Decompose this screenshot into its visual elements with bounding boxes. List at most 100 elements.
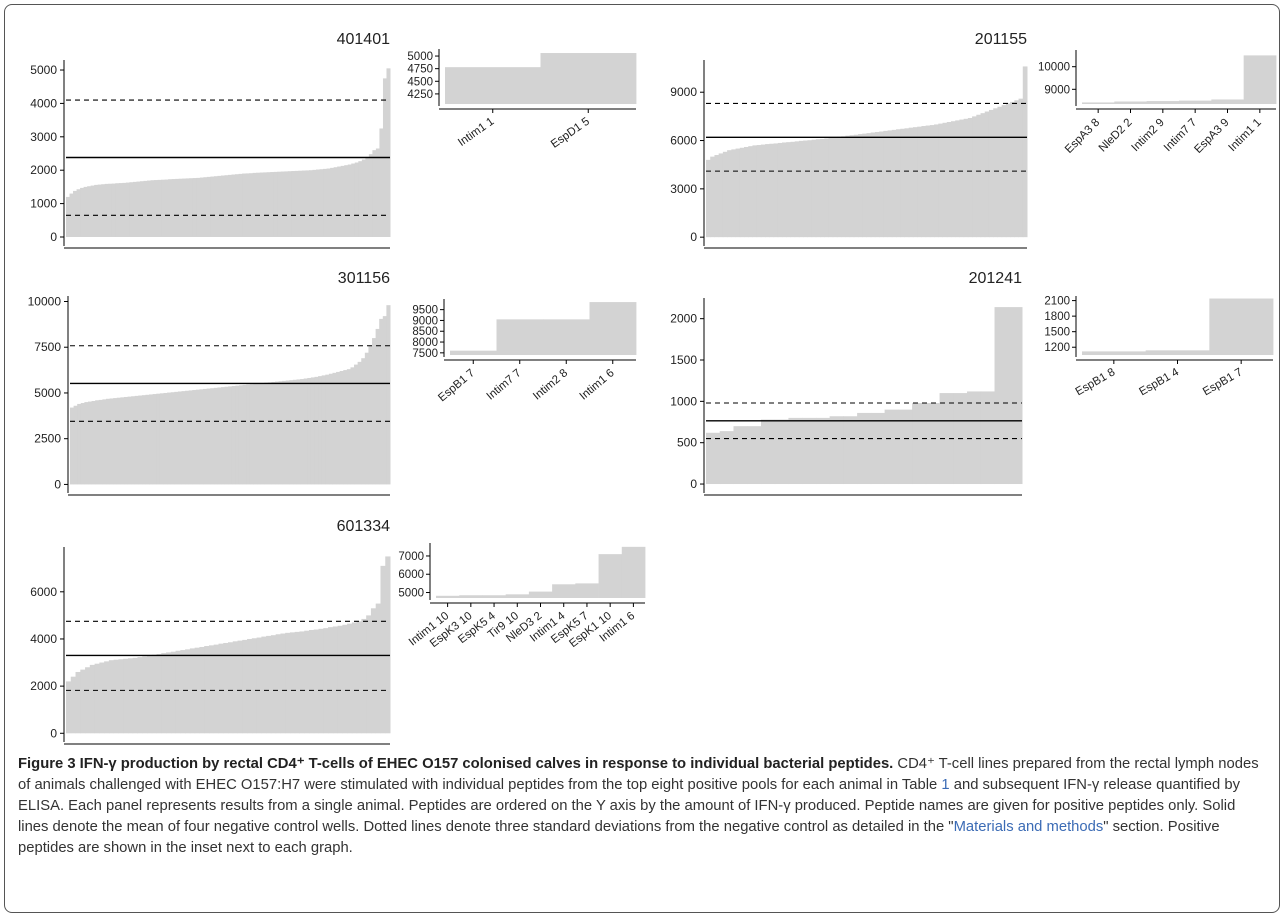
bar	[904, 128, 910, 238]
bar	[788, 417, 803, 485]
bar	[170, 651, 177, 734]
bar	[102, 399, 107, 485]
inset-x-tick-label: EspB1 7	[436, 367, 477, 404]
inset-bar	[1211, 99, 1245, 104]
bar	[718, 153, 724, 238]
bar	[70, 676, 77, 734]
bar	[310, 377, 315, 485]
y-tick-label: 2000	[30, 163, 57, 177]
bar	[870, 132, 876, 238]
bar	[1018, 98, 1024, 238]
bar	[147, 180, 152, 237]
bar	[340, 165, 345, 237]
bar	[305, 170, 310, 237]
bar	[73, 405, 78, 485]
bar	[246, 384, 251, 485]
bar	[185, 649, 191, 734]
bar	[194, 647, 200, 734]
bar	[134, 395, 139, 485]
figure-caption: Figure 3 IFN-γ production by rectal CD4⁺…	[18, 754, 1268, 859]
bar	[963, 118, 969, 238]
inset-y-tick-label: 8000	[412, 337, 438, 349]
materials-methods-link[interactable]: Materials and methods	[953, 819, 1104, 835]
bar	[149, 394, 154, 485]
bar	[150, 180, 155, 237]
bar	[342, 624, 348, 734]
bar	[356, 621, 362, 734]
bar	[213, 387, 218, 485]
bar	[967, 391, 982, 485]
panel-301156: 0250050007500100003011567500800085009000…	[28, 270, 637, 496]
bar	[929, 125, 935, 238]
bar	[66, 196, 71, 237]
bar	[744, 146, 749, 238]
inset-bar	[496, 319, 544, 355]
bar	[266, 635, 272, 734]
bar	[752, 145, 758, 238]
bar	[1010, 101, 1015, 238]
bar	[136, 181, 141, 237]
bar	[756, 145, 762, 238]
bar	[361, 159, 366, 237]
bar	[274, 381, 280, 485]
inset-bar	[540, 53, 637, 104]
table-link[interactable]: 1	[941, 777, 950, 793]
bar	[802, 417, 817, 485]
inset-bar	[598, 554, 623, 598]
inset-bar	[1082, 102, 1115, 104]
bar	[120, 397, 125, 485]
bar	[206, 176, 211, 237]
bar	[104, 183, 109, 237]
bar	[874, 131, 880, 238]
bar	[141, 395, 147, 485]
bar	[765, 144, 770, 238]
bar	[245, 173, 250, 237]
bar	[312, 169, 317, 237]
inset-bar	[1082, 351, 1147, 355]
bar	[313, 629, 320, 734]
bar	[782, 142, 787, 238]
caption-body-2: and subsequent IFN-γ release quantified …	[18, 777, 1240, 835]
y-tick-label: 2500	[34, 432, 61, 446]
bar	[375, 148, 380, 237]
bar	[280, 633, 286, 734]
bar	[156, 654, 162, 734]
bar	[189, 178, 194, 237]
bar	[161, 179, 166, 237]
bar	[309, 170, 314, 237]
bar	[896, 129, 901, 238]
bar	[980, 391, 996, 485]
bar	[760, 419, 776, 485]
bar	[318, 376, 323, 485]
bar	[976, 114, 982, 238]
bar	[185, 178, 190, 237]
bar	[87, 186, 92, 237]
y-tick-label: 0	[50, 230, 57, 244]
bar	[912, 403, 927, 485]
inset-x-tick-label: Intim2 8	[531, 367, 570, 402]
bar	[386, 68, 391, 237]
bar	[267, 382, 272, 485]
bar	[346, 369, 351, 485]
inset-x-tick-label: EspA3 8	[1063, 117, 1102, 156]
bar	[115, 183, 120, 237]
bar	[777, 142, 783, 238]
bar	[213, 176, 218, 237]
figure-frame	[4, 4, 1280, 913]
bar	[166, 652, 172, 734]
inset-y-tick-label: 1800	[1044, 311, 1070, 323]
bar	[939, 393, 954, 485]
bar	[298, 170, 303, 237]
bar	[139, 181, 144, 237]
bar	[849, 135, 855, 238]
inset-bar	[1243, 55, 1277, 104]
bar	[181, 391, 186, 485]
bar	[706, 159, 711, 238]
bar	[285, 380, 290, 485]
bar	[1022, 66, 1028, 238]
bar	[284, 171, 289, 237]
bar	[70, 407, 75, 485]
bar	[195, 389, 200, 485]
bar	[820, 138, 825, 238]
bar	[337, 166, 342, 237]
